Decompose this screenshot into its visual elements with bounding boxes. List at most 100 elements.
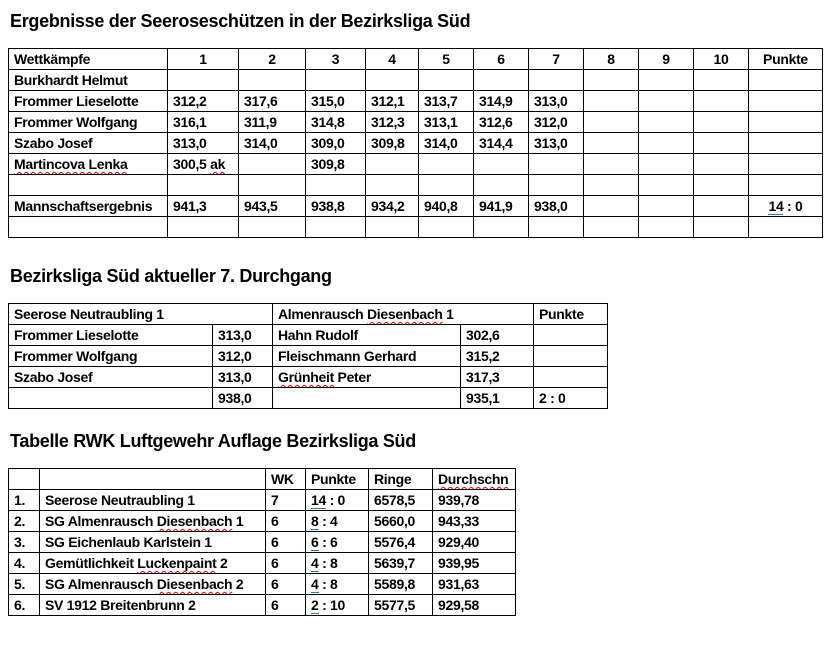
table-cell [418, 174, 474, 196]
text-run: Peter [333, 369, 372, 385]
table-cell [418, 153, 474, 175]
column-header [39, 468, 266, 490]
table-cell: 312,6 [473, 111, 529, 133]
grammar-marked-text: 4 [311, 576, 319, 594]
text-run: 300,5 [173, 156, 211, 172]
table-cell [583, 111, 639, 133]
table-cell: 6. [8, 594, 40, 616]
text-run: Ringe [374, 471, 412, 487]
table-cell: 309,8 [365, 132, 419, 154]
text-run: 943,33 [438, 513, 480, 529]
table-cell: 934,2 [365, 195, 419, 217]
row-empty-2 [8, 216, 823, 238]
text-run: 3 [331, 51, 340, 67]
table-cell: 5639,7 [368, 552, 433, 574]
text-run: 314,4 [479, 135, 513, 151]
current-round-heading: Bezirksliga Süd aktueller 7. Durchgang [10, 266, 332, 286]
table-cell [418, 69, 474, 91]
table-cell: 14 : 0 [305, 489, 369, 511]
column-header [8, 468, 40, 490]
row-rank-4: 4. Gemütlichkeit Luckenpaint 2 6 4 : 8 5639,… [8, 552, 516, 574]
table-cell [365, 216, 419, 238]
text-run: Szabo Josef [14, 135, 93, 151]
text-run: 314,0 [244, 135, 278, 151]
table-cell [583, 216, 639, 238]
text-run: 8 [607, 51, 615, 67]
spellcheck-marked-text: Diesenbach [156, 513, 233, 529]
text-run: Fleischmann Gerhard [278, 348, 417, 364]
table-cell: 938,0 [212, 387, 273, 409]
table-cell: 931,63 [432, 573, 516, 595]
text-run: 312,1 [371, 93, 405, 109]
text-run: 313,0 [173, 135, 207, 151]
table-cell [533, 324, 609, 346]
text-run: 317,6 [244, 93, 278, 109]
text-run: 315,2 [466, 348, 500, 364]
table-cell: 4 : 8 [305, 552, 369, 574]
text-run: 1 [442, 306, 454, 322]
table-cell: Gemütlichkeit Luckenpaint 2 [39, 552, 266, 574]
table-cell [365, 153, 419, 175]
table-cell [693, 69, 749, 91]
grammar-marked-text: 2 [311, 597, 319, 615]
column-header: Seerose Neutraubling 1 [8, 303, 273, 325]
table-cell: 312,0 [528, 111, 584, 133]
table-cell [238, 174, 306, 196]
table-cell [305, 174, 366, 196]
text-run: SG Eichenlaub Karlstein 1 [45, 534, 212, 550]
table-cell [528, 69, 584, 91]
text-run: 6 [271, 597, 279, 613]
column-header: Punkte [305, 468, 369, 490]
text-run: 6 [271, 534, 279, 550]
spellcheck-marked-text: Diesenbach [367, 306, 443, 322]
table-cell: 6 : 6 [305, 531, 369, 553]
table-cell: 4 : 8 [305, 573, 369, 595]
table-cell [583, 132, 639, 154]
spellcheck-marked-text: Durchschn [438, 471, 509, 487]
column-header: Wettkämpfe [8, 48, 168, 70]
table-cell [533, 345, 609, 367]
table-cell: 312,1 [365, 90, 419, 112]
table-cell [473, 69, 529, 91]
table-cell: Frommer Lieselotte [8, 90, 168, 112]
table-cell: 316,1 [167, 111, 239, 133]
table-cell [528, 216, 584, 238]
text-run: SG Almenrausch [45, 513, 157, 529]
text-run: 309,8 [311, 156, 345, 172]
column-header: Punkte [748, 48, 823, 70]
text-run: 313,0 [218, 369, 252, 385]
table-cell [748, 153, 823, 175]
table-cell [8, 174, 168, 196]
header-row: WK Punkte Ringe Durchschn [8, 468, 516, 490]
text-run: Hahn Rudolf [278, 327, 358, 343]
table-cell: 317,3 [459, 366, 535, 388]
table-cell: 313,0 [212, 324, 273, 346]
table-cell: 315,2 [459, 345, 535, 367]
text-run: 935,1 [466, 390, 500, 406]
text-run: Szabo Josef [14, 369, 93, 385]
text-run: Frommer Wolfgang [14, 114, 138, 130]
table-cell [748, 174, 823, 196]
table-cell [8, 387, 213, 409]
text-run: 2 : 0 [539, 390, 566, 406]
spellcheck-marked-text: Grünheit [278, 369, 334, 385]
table-cell: 7 [265, 489, 306, 511]
table-cell [473, 174, 529, 196]
text-run: 7 [271, 492, 279, 508]
table-cell [8, 216, 168, 238]
table-cell [238, 153, 306, 175]
table-cell [528, 174, 584, 196]
results-heading: Ergebnisse der Seeroseschützen in der Be… [10, 11, 471, 31]
table-cell: 317,6 [238, 90, 306, 112]
table-cell: Frommer Wolfgang [8, 345, 213, 367]
table-cell: SG Almenrausch Diesenbach 1 [39, 510, 266, 532]
table-cell [693, 111, 749, 133]
table-cell [583, 69, 639, 91]
table-cell: 5589,8 [368, 573, 433, 595]
table-cell: Seerose Neutraubling 1 [39, 489, 266, 511]
text-run: Gemütlichkeit [45, 555, 138, 571]
table-cell: Burkhardt Helmut [8, 69, 168, 91]
text-run: Punkte [311, 471, 356, 487]
text-run: 2. [14, 513, 26, 529]
